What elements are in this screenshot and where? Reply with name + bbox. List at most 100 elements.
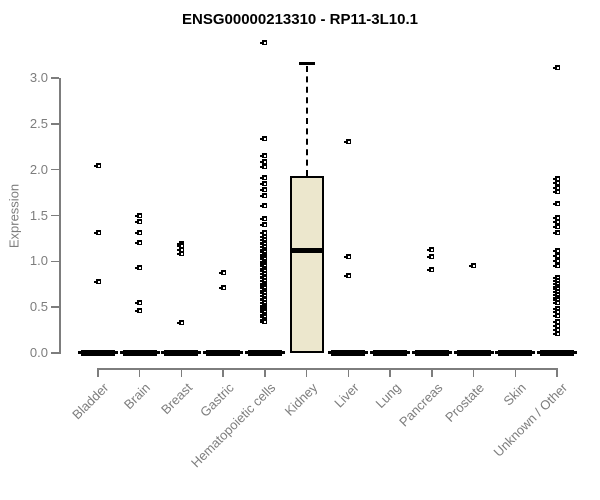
y-tick-label: 3.0: [29, 70, 48, 85]
category-label-bladder: Bladder: [69, 380, 112, 423]
data-point-brain: [135, 218, 143, 224]
data-point-unknown-other: [552, 257, 560, 263]
data-point-unknown-other: [552, 64, 560, 70]
x-axis-tick: [97, 368, 99, 377]
box-median-kidney: [289, 247, 324, 253]
x-axis-tick: [305, 368, 308, 377]
data-point-breast: [176, 250, 184, 256]
y-axis-tick: [51, 77, 59, 79]
data-point-unknown-other: [552, 247, 560, 253]
data-point-hematopoietic-cells: [260, 164, 268, 170]
x-axis-tick: [431, 368, 433, 377]
data-point-pancreas: [427, 246, 435, 252]
data-point-brain: [135, 308, 143, 314]
data-point-unknown-other: [552, 319, 560, 325]
zero-median-bar-lung: [370, 350, 411, 356]
data-point-brain: [135, 265, 143, 271]
data-point-unknown-other: [552, 180, 560, 185]
zero-median-bar-pancreas: [411, 350, 452, 356]
data-point-unknown-other: [552, 176, 560, 182]
data-point-unknown-other: [552, 331, 560, 337]
y-axis-line: [59, 78, 61, 354]
data-point-hematopoietic-cells: [260, 215, 268, 221]
data-point-unknown-other: [552, 230, 560, 236]
category-label-brain: Brain: [121, 380, 154, 413]
x-axis-tick: [514, 368, 517, 377]
x-axis-line: [97, 368, 558, 370]
category-label-gastric: Gastric: [197, 380, 237, 420]
data-point-brain: [135, 230, 143, 236]
data-point-hematopoietic-cells: [260, 180, 268, 186]
zero-median-bar-liver: [328, 350, 369, 356]
data-point-liver: [343, 254, 351, 260]
y-axis-tick: [51, 306, 59, 308]
data-point-unknown-other: [552, 253, 560, 259]
box-whisker-kidney: [305, 66, 308, 177]
category-label-skin: Skin: [500, 380, 529, 409]
category-label-breast: Breast: [157, 380, 196, 418]
category-label-unknown-other: Unknown / Other: [491, 380, 571, 460]
data-point-hematopoietic-cells: [260, 174, 268, 180]
data-point-unknown-other: [552, 326, 560, 332]
category-label-liver: Liver: [331, 380, 362, 411]
category-label-prostate: Prostate: [442, 380, 488, 425]
y-tick-label: 0.5: [29, 299, 48, 315]
data-point-unknown-other: [552, 262, 560, 268]
data-point-unknown-other: [552, 305, 560, 311]
data-point-hematopoietic-cells: [260, 202, 268, 208]
data-point-breast: [176, 246, 184, 252]
x-axis-tick: [556, 368, 558, 377]
category-label-lung: Lung: [372, 380, 404, 412]
zero-median-bar-unknown-other: [537, 350, 577, 356]
data-point-bladder: [93, 279, 101, 284]
zero-median-bar-prostate: [453, 350, 494, 356]
box-kidney: [289, 176, 324, 353]
zero-median-bar-brain: [119, 350, 160, 356]
zero-median-bar-skin: [495, 350, 536, 356]
data-point-hematopoietic-cells: [260, 230, 268, 236]
data-point-unknown-other: [552, 201, 560, 207]
y-tick-label: 2.0: [29, 161, 48, 177]
data-point-unknown-other: [552, 312, 560, 318]
data-point-brain: [135, 239, 143, 245]
x-axis-tick: [389, 368, 391, 377]
y-axis-tick: [51, 123, 59, 125]
data-point-bladder: [93, 162, 101, 168]
y-axis-tick: [51, 168, 59, 171]
data-point-unknown-other: [552, 214, 560, 220]
x-axis-tick: [472, 368, 475, 377]
y-axis-tick: [51, 352, 59, 354]
zero-median-bar-gastric: [203, 350, 244, 356]
zero-median-bar-bladder: [78, 350, 118, 356]
category-label-pancreas: Pancreas: [395, 380, 446, 430]
data-point-unknown-other: [552, 224, 560, 229]
y-tick-label: 1.0: [29, 253, 48, 269]
data-point-hematopoietic-cells: [260, 39, 268, 45]
y-tick-label: 0.0: [29, 345, 48, 360]
data-point-liver: [343, 272, 351, 278]
data-point-bladder: [93, 230, 101, 236]
data-point-hematopoietic-cells: [260, 136, 268, 141]
data-point-liver: [343, 138, 351, 144]
data-point-gastric: [218, 269, 226, 275]
data-point-brain: [135, 300, 143, 306]
data-point-unknown-other: [552, 309, 560, 315]
data-point-hematopoietic-cells: [260, 158, 268, 164]
data-point-breast: [176, 320, 184, 326]
data-point-unknown-other: [552, 184, 560, 190]
data-point-hematopoietic-cells: [260, 222, 268, 228]
y-axis-tick: [51, 260, 59, 263]
category-label-kidney: Kidney: [281, 380, 321, 419]
data-point-unknown-other: [552, 323, 560, 328]
y-tick-label: 2.5: [29, 115, 48, 131]
data-point-brain: [135, 213, 143, 218]
data-point-unknown-other: [552, 219, 560, 225]
box-whisker-cap-kidney: [298, 62, 315, 66]
zero-median-bar-breast: [161, 350, 202, 356]
data-point-hematopoietic-cells: [260, 152, 268, 158]
x-axis-tick: [138, 368, 141, 377]
data-point-hematopoietic-cells: [260, 192, 268, 198]
x-axis-tick: [347, 368, 350, 377]
data-point-prostate: [469, 263, 477, 269]
